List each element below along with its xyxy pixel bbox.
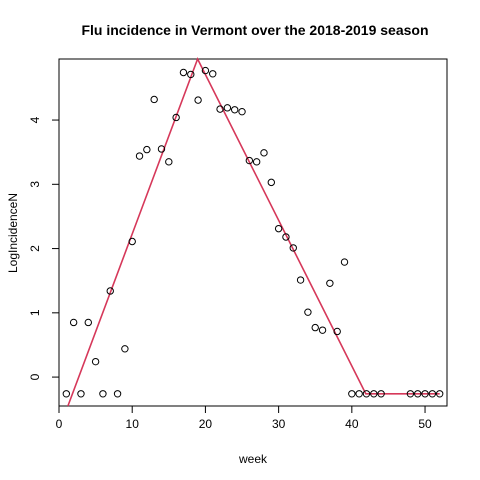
data-point xyxy=(421,390,429,398)
data-point xyxy=(252,158,261,166)
data-point xyxy=(187,70,195,79)
y-tick-label: 3 xyxy=(28,181,42,188)
data-point xyxy=(406,390,415,398)
y-tick-label: 1 xyxy=(28,309,42,316)
data-point xyxy=(121,345,129,353)
data-point xyxy=(201,66,210,75)
data-point xyxy=(296,276,305,284)
data-point xyxy=(209,70,217,78)
data-point xyxy=(318,326,327,334)
data-point xyxy=(289,244,297,252)
data-point xyxy=(150,95,158,104)
x-tick-label: 40 xyxy=(345,417,359,431)
data-point xyxy=(91,357,100,366)
data-point xyxy=(77,390,85,398)
data-point xyxy=(172,113,180,122)
data-point xyxy=(333,327,341,336)
data-point xyxy=(84,318,92,327)
y-tick-label: 0 xyxy=(28,373,42,380)
x-tick-label: 50 xyxy=(418,417,432,431)
y-tick-label: 2 xyxy=(28,245,42,252)
chart-title: Flu incidence in Vermont over the 2018-2… xyxy=(81,22,428,38)
data-point xyxy=(106,287,114,295)
data-point xyxy=(348,390,356,398)
x-tick-label: 20 xyxy=(199,417,213,431)
data-point xyxy=(135,152,144,160)
data-point xyxy=(143,145,151,154)
data-point xyxy=(428,390,437,398)
data-point xyxy=(179,68,188,77)
data-point xyxy=(99,390,107,398)
data-point xyxy=(326,279,334,287)
data-point xyxy=(157,145,166,153)
fit-line xyxy=(67,57,440,407)
data-point xyxy=(282,233,290,241)
x-axis: 0 10 20 30 40 50 xyxy=(56,406,432,431)
data-point xyxy=(340,258,349,266)
data-point xyxy=(165,158,173,166)
y-tick-label: 4 xyxy=(28,116,42,123)
data-point xyxy=(414,390,422,398)
x-axis-label: week xyxy=(238,452,268,466)
data-point xyxy=(194,96,202,104)
data-point xyxy=(69,318,78,327)
data-point xyxy=(267,178,276,187)
data-point xyxy=(311,323,319,332)
data-point xyxy=(245,156,254,165)
data-point xyxy=(230,106,239,114)
data-point xyxy=(304,308,312,316)
data-point xyxy=(128,237,136,246)
data-point xyxy=(62,390,71,398)
data-point xyxy=(370,390,378,398)
fit-line-layer xyxy=(67,57,440,407)
data-point xyxy=(274,224,283,233)
data-point xyxy=(113,390,122,398)
plot-frame xyxy=(58,58,448,407)
x-tick-label: 0 xyxy=(56,417,63,431)
x-tick-label: 10 xyxy=(126,417,140,431)
x-tick-label: 30 xyxy=(272,417,286,431)
data-point xyxy=(377,390,385,398)
data-point xyxy=(435,390,444,398)
data-point xyxy=(216,105,224,113)
data-point xyxy=(260,149,268,157)
data-point xyxy=(238,107,246,116)
points-layer xyxy=(62,66,444,398)
y-axis: 0 1 2 3 4 xyxy=(28,116,59,380)
data-point xyxy=(355,390,363,398)
data-point xyxy=(362,390,371,398)
data-point xyxy=(223,104,232,112)
y-axis-label: LogIncidenceN xyxy=(6,193,20,273)
